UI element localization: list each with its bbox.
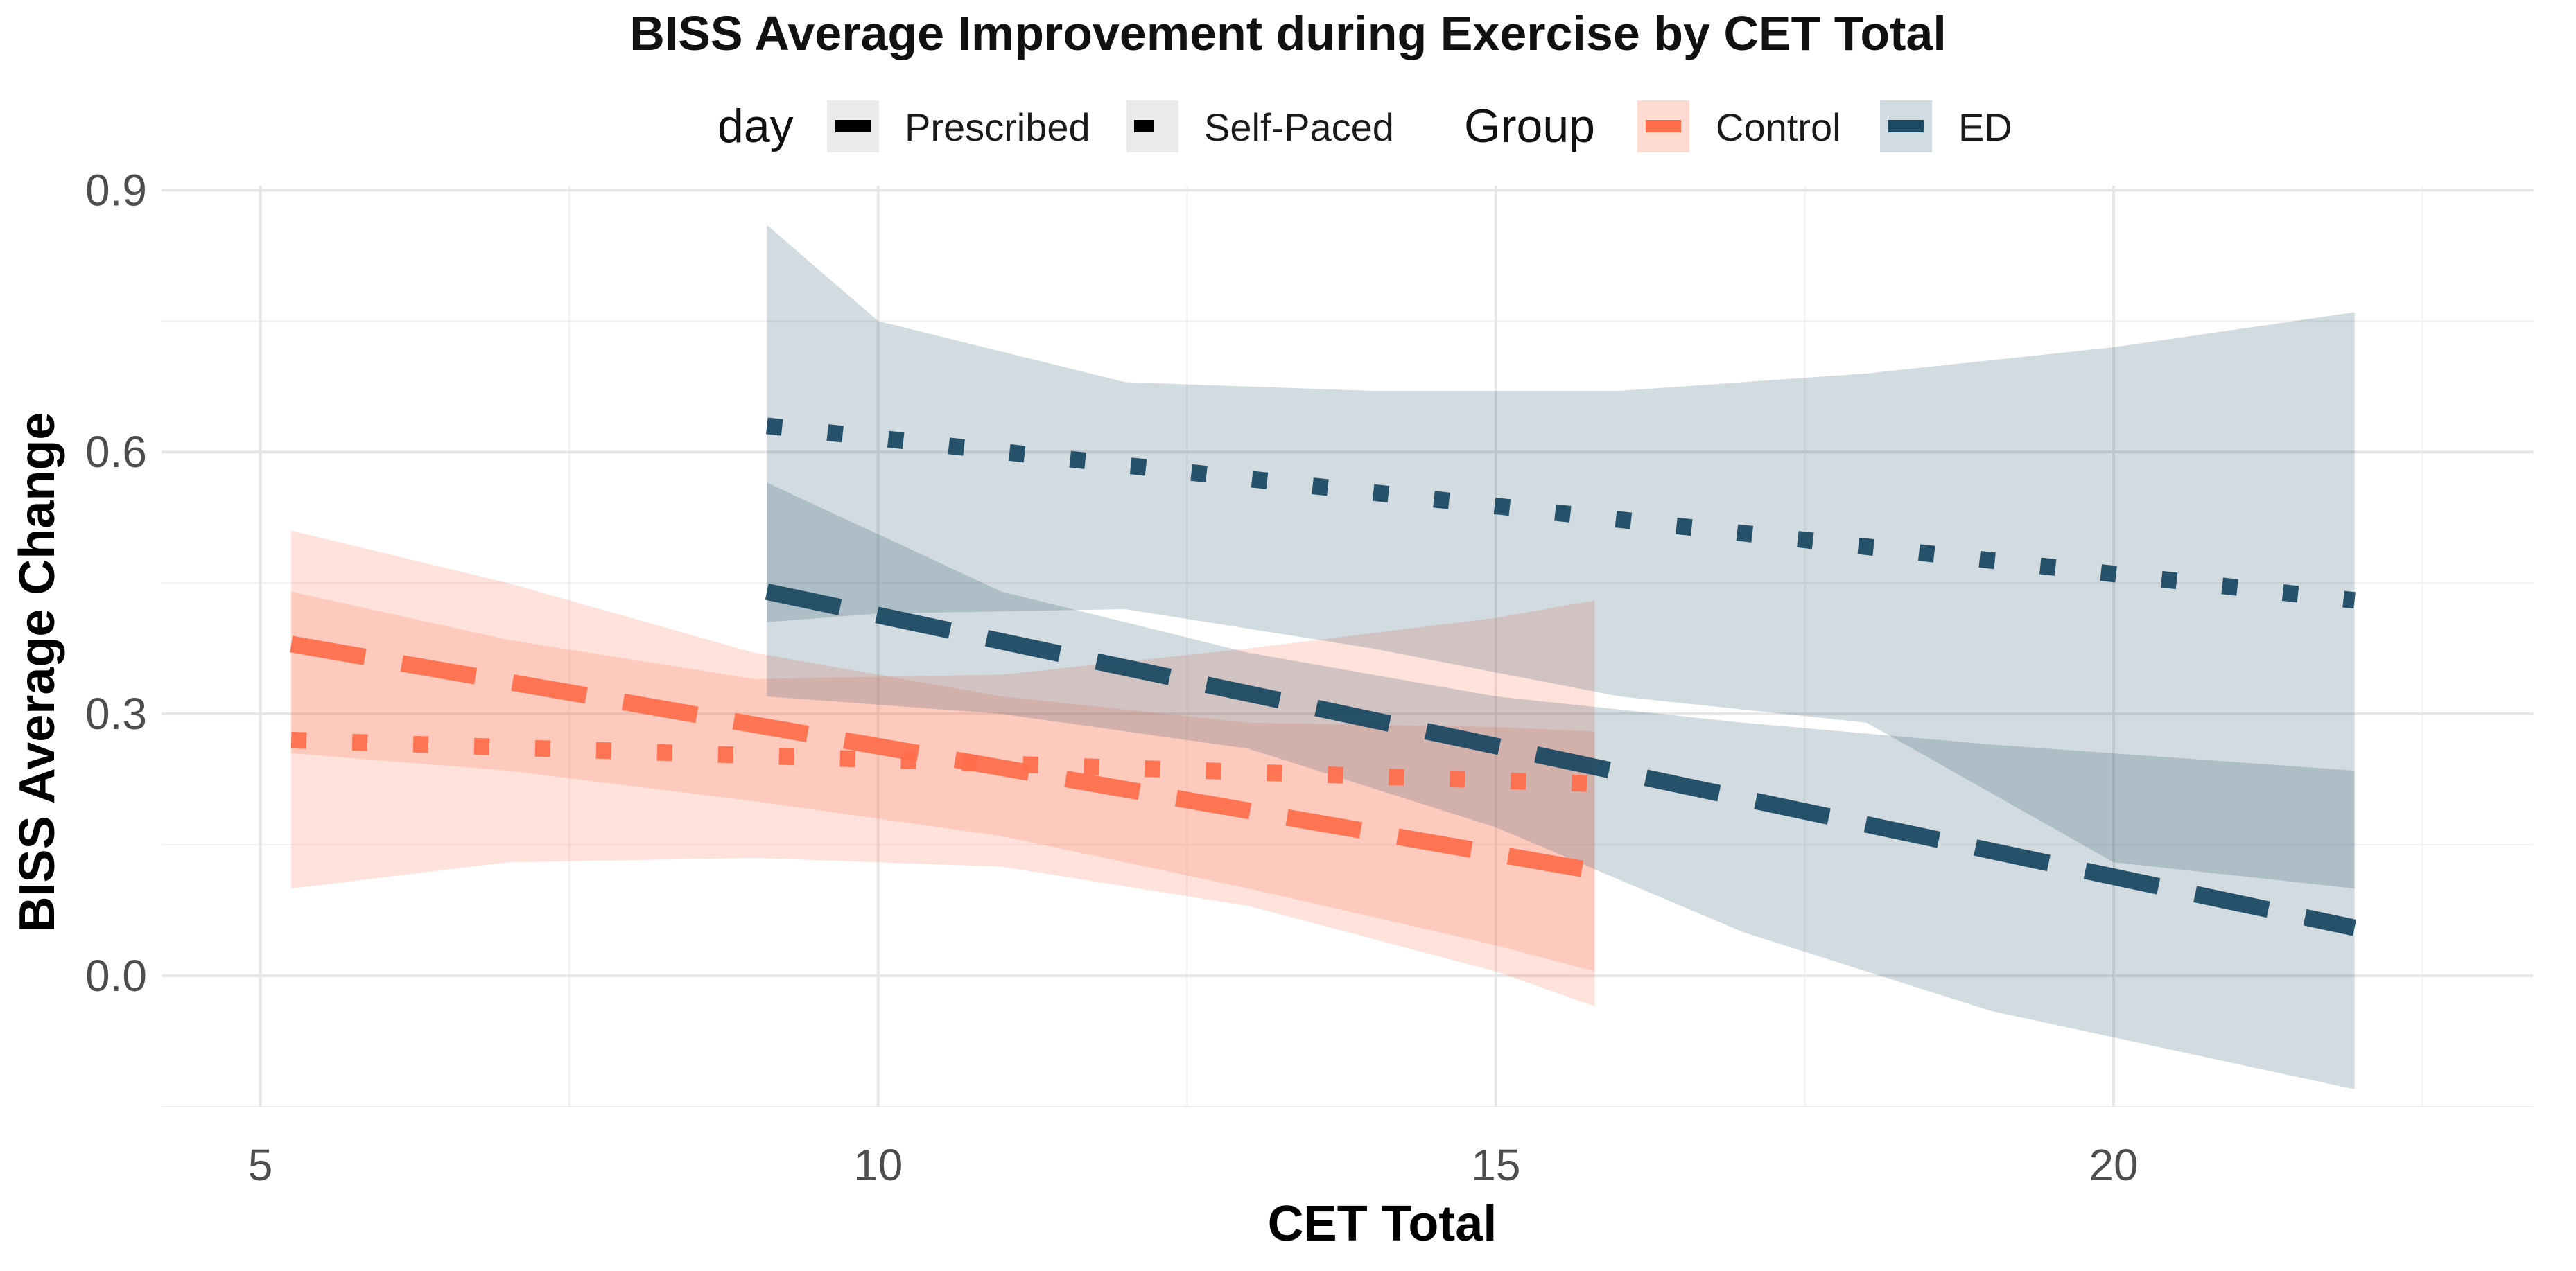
legend-label-self-paced: Self-Paced <box>1204 105 1394 149</box>
trend-line-ed-self-paced <box>766 417 2356 609</box>
x-axis-title: CET Total <box>1268 1196 1497 1252</box>
confidence-band-control-prescribed <box>291 530 1595 1007</box>
y-tick-label: 0.0 <box>85 951 147 1001</box>
legend: day Prescribed Self-Paced Group Control … <box>717 100 2012 152</box>
tick-layer: 5 10 15 20 0.0 0.3 0.6 0.9 <box>85 165 2139 1190</box>
line-layer <box>290 417 2357 936</box>
y-tick-label: 0.9 <box>85 165 147 215</box>
legend-title-day: day <box>717 100 794 152</box>
confidence-band-control-self-paced <box>291 591 1595 972</box>
x-tick-label: 5 <box>248 1140 273 1190</box>
x-tick-label: 15 <box>1471 1140 1520 1190</box>
y-tick-label: 0.3 <box>85 689 147 739</box>
confidence-band-ed-prescribed <box>767 482 2355 1089</box>
trend-line-ed-prescribed <box>765 584 2357 936</box>
y-tick-label: 0.6 <box>85 427 147 477</box>
y-axis-title: BISS Average Change <box>10 412 65 933</box>
x-tick-label: 20 <box>2089 1140 2138 1190</box>
confidence-band-ed-self-paced <box>767 225 2355 889</box>
x-tick-label: 10 <box>853 1140 903 1190</box>
legend-label-prescribed: Prescribed <box>905 105 1090 149</box>
legend-label-control: Control <box>1716 105 1841 149</box>
chart-title: BISS Average Improvement during Exercise… <box>629 6 1947 60</box>
legend-label-ed: ED <box>1958 105 2012 149</box>
band-layer <box>291 225 2355 1089</box>
legend-title-group: Group <box>1464 100 1595 152</box>
